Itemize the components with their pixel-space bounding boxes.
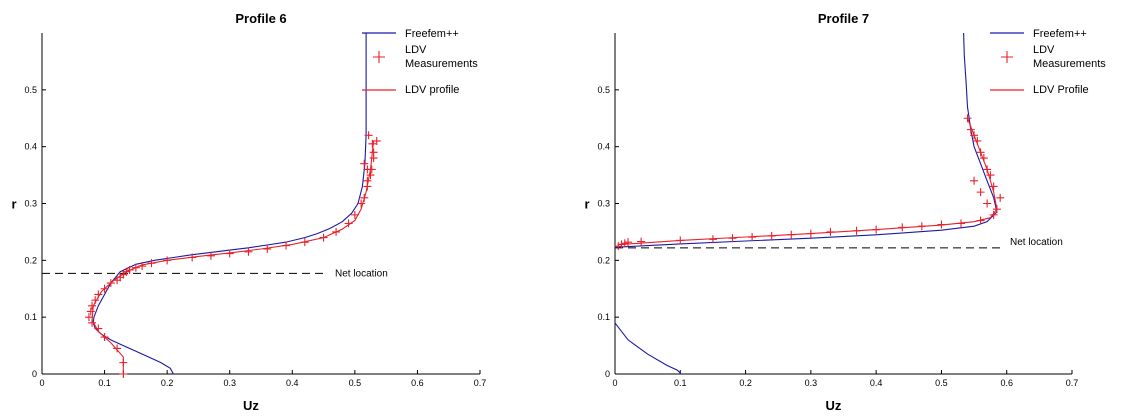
y-tick-label: 0.5: [597, 85, 610, 95]
x-tick-label: 0.7: [1066, 378, 1079, 388]
y-tick-label: 0: [605, 369, 610, 379]
legend-label-freefem: Freefem++: [405, 28, 459, 40]
x-axis-label: Uz: [243, 398, 259, 413]
legend-label-ldv: LDV: [405, 44, 427, 56]
legend-swatch-ldv-measurements: [373, 51, 385, 63]
data-point: [989, 182, 998, 191]
data-point: [620, 239, 629, 248]
net-location-label: Net location: [335, 268, 388, 279]
data-point: [996, 193, 1005, 202]
data-point: [84, 313, 93, 322]
data-point: [368, 139, 377, 148]
y-tick-label: 0.5: [24, 85, 37, 95]
series-line-2: [91, 140, 375, 374]
y-tick-label: 0.1: [597, 312, 610, 322]
data-point: [360, 159, 369, 168]
data-point: [983, 199, 992, 208]
series-line-0: [92, 33, 367, 375]
data-point: [624, 238, 633, 247]
x-tick-label: 0.6: [411, 378, 424, 388]
data-point: [244, 247, 253, 256]
x-tick-label: 0.1: [98, 378, 111, 388]
legend-swatch-ldv-measurements: [1001, 51, 1013, 63]
legend-label-measurements: Measurements: [1033, 58, 1106, 70]
x-tick-label: 0.3: [223, 378, 236, 388]
x-tick-label: 0: [39, 378, 44, 388]
data-point: [637, 237, 646, 246]
chart-title: Profile 7: [818, 11, 869, 26]
legend-label-ldv-profile: LDV profile: [405, 84, 459, 96]
data-point: [614, 242, 623, 251]
x-tick-label: 0: [612, 378, 617, 388]
legend-label-measurements: Measurements: [405, 58, 478, 70]
data-point: [976, 188, 985, 197]
legend-label-freefem: Freefem++: [1033, 28, 1087, 40]
x-tick-label: 0.4: [286, 378, 299, 388]
data-point: [113, 344, 122, 353]
series-line-0: [614, 322, 681, 374]
x-tick-label: 0.2: [161, 378, 174, 388]
x-tick-label: 0.3: [805, 378, 818, 388]
chart-profile-7: Profile 7 0 0.1 0.2 0.3 0.4 0.5 0.6 0.7 0 0.1 0.2 0.…: [584, 11, 1106, 413]
y-tick-label: 0: [32, 369, 37, 379]
x-tick-label: 0.5: [349, 378, 362, 388]
series-line-1: [614, 32, 998, 248]
y-axis-label: r: [584, 197, 589, 212]
legend-label-ldv-profile: LDV Profile: [1033, 84, 1089, 96]
data-point: [369, 148, 378, 157]
legend-label-ldv: LDV: [1033, 44, 1055, 56]
chart-title: Profile 6: [235, 11, 286, 26]
series-line-3: [621, 118, 998, 245]
x-tick-label: 0.7: [474, 378, 487, 388]
x-axis-label: Uz: [826, 398, 842, 413]
data-point: [88, 301, 97, 310]
data-point: [364, 131, 373, 140]
x-tick-label: 0.5: [935, 378, 948, 388]
data-point: [357, 199, 366, 208]
net-location-label: Net location: [1010, 237, 1063, 248]
data-point: [366, 171, 375, 180]
chart-profile-6: Profile 6 0 0.1 0.2 0.3 0.4 0.5 0.6 0.7 0 0.1 0.2 0.…: [11, 11, 486, 413]
data-point: [989, 210, 998, 219]
data-point: [970, 176, 979, 185]
y-tick-label: 0.3: [597, 199, 610, 209]
y-tick-label: 0.2: [597, 255, 610, 265]
y-tick-label: 0.1: [24, 312, 37, 322]
y-axis-label: r: [11, 197, 16, 212]
y-tick-label: 0.4: [24, 142, 37, 152]
x-tick-label: 0.1: [674, 378, 687, 388]
y-tick-label: 0.4: [597, 142, 610, 152]
x-tick-label: 0.4: [870, 378, 883, 388]
data-point: [372, 136, 381, 145]
x-tick-label: 0.2: [739, 378, 752, 388]
y-tick-label: 0.3: [24, 199, 37, 209]
data-point: [986, 171, 995, 180]
y-tick-label: 0.2: [24, 255, 37, 265]
data-point: [86, 307, 95, 316]
x-tick-label: 0.6: [1000, 378, 1013, 388]
data-point: [963, 114, 972, 123]
